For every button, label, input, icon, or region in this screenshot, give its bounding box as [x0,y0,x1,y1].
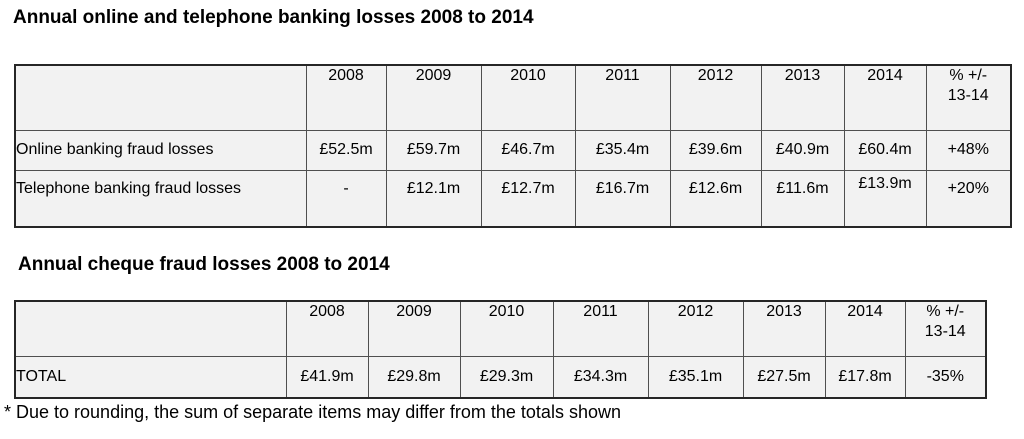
value-cell: £17.8m [824,355,906,399]
table-row-total: TOTAL £41.9m £29.8m £29.3m £34.3m £35.1m… [14,355,987,399]
value-cell: £35.4m [574,129,671,171]
banking-losses-title: Annual online and telephone banking loss… [13,7,534,28]
value-cell: £39.6m [669,129,762,171]
value-cell: £29.8m [367,355,461,399]
rounding-footnote: * Due to rounding, the sum of separate i… [4,402,621,422]
empty-corner-cell [14,300,287,357]
value-cell: £12.7m [480,169,576,228]
value-cell: £60.4m [843,129,927,171]
year-header: 2011 [552,300,649,357]
value-cell: £35.1m [647,355,744,399]
year-header: 2012 [647,300,744,357]
banking-table-header-row: 2008 2009 2010 2011 2012 2013 2014 % +/-… [14,64,1012,131]
year-header: 2014 [843,64,927,131]
pct-change-header-line1: % +/- [949,67,988,84]
value-cell: £46.7m [480,129,576,171]
cheque-table-header-row: 2008 2009 2010 2011 2012 2013 2014 % +/-… [14,300,987,357]
pct-change-header-line2: 13-14 [947,87,989,104]
value-cell: - [305,169,387,228]
value-cell: £40.9m [760,129,845,171]
pct-change-header-line2: 13-14 [924,323,966,340]
value-cell: £27.5m [742,355,826,399]
value-cell: £59.7m [385,129,482,171]
pct-change-cell: +20% [925,169,1012,228]
year-header: 2011 [574,64,671,131]
pct-change-cell: +48% [925,129,1012,171]
table-row-online-banking: Online banking fraud losses £52.5m £59.7… [14,129,1012,171]
year-header: 2008 [305,64,387,131]
value-cell: £13.9m [843,169,927,228]
pct-change-header-line1: % +/- [926,303,965,320]
value-cell: £16.7m [574,169,671,228]
year-header: 2008 [285,300,369,357]
pct-change-cell: -35% [904,355,987,399]
row-label: TOTAL [14,355,287,399]
row-label: Telephone banking fraud losses [14,169,307,228]
value-cell: £29.3m [459,355,554,399]
year-header: 2012 [669,64,762,131]
year-header: 2013 [760,64,845,131]
table-row-telephone-banking: Telephone banking fraud losses - £12.1m … [14,169,1012,228]
pct-change-header: % +/- 13-14 [904,300,987,357]
cheque-fraud-table: 2008 2009 2010 2011 2012 2013 2014 % +/-… [14,300,987,399]
year-header: 2009 [385,64,482,131]
year-header: 2013 [742,300,826,357]
value-cell: £52.5m [305,129,387,171]
year-header: 2010 [459,300,554,357]
cheque-fraud-title: Annual cheque fraud losses 2008 to 2014 [18,254,390,275]
value-cell: £11.6m [760,169,845,228]
value-cell: £12.1m [385,169,482,228]
row-label: Online banking fraud losses [14,129,307,171]
banking-losses-table: 2008 2009 2010 2011 2012 2013 2014 % +/-… [14,64,1012,228]
year-header: 2009 [367,300,461,357]
value-cell: £12.6m [669,169,762,228]
pct-change-header: % +/- 13-14 [925,64,1012,131]
empty-corner-cell [14,64,307,131]
year-header: 2010 [480,64,576,131]
value-cell: £34.3m [552,355,649,399]
value-cell: £41.9m [285,355,369,399]
year-header: 2014 [824,300,906,357]
